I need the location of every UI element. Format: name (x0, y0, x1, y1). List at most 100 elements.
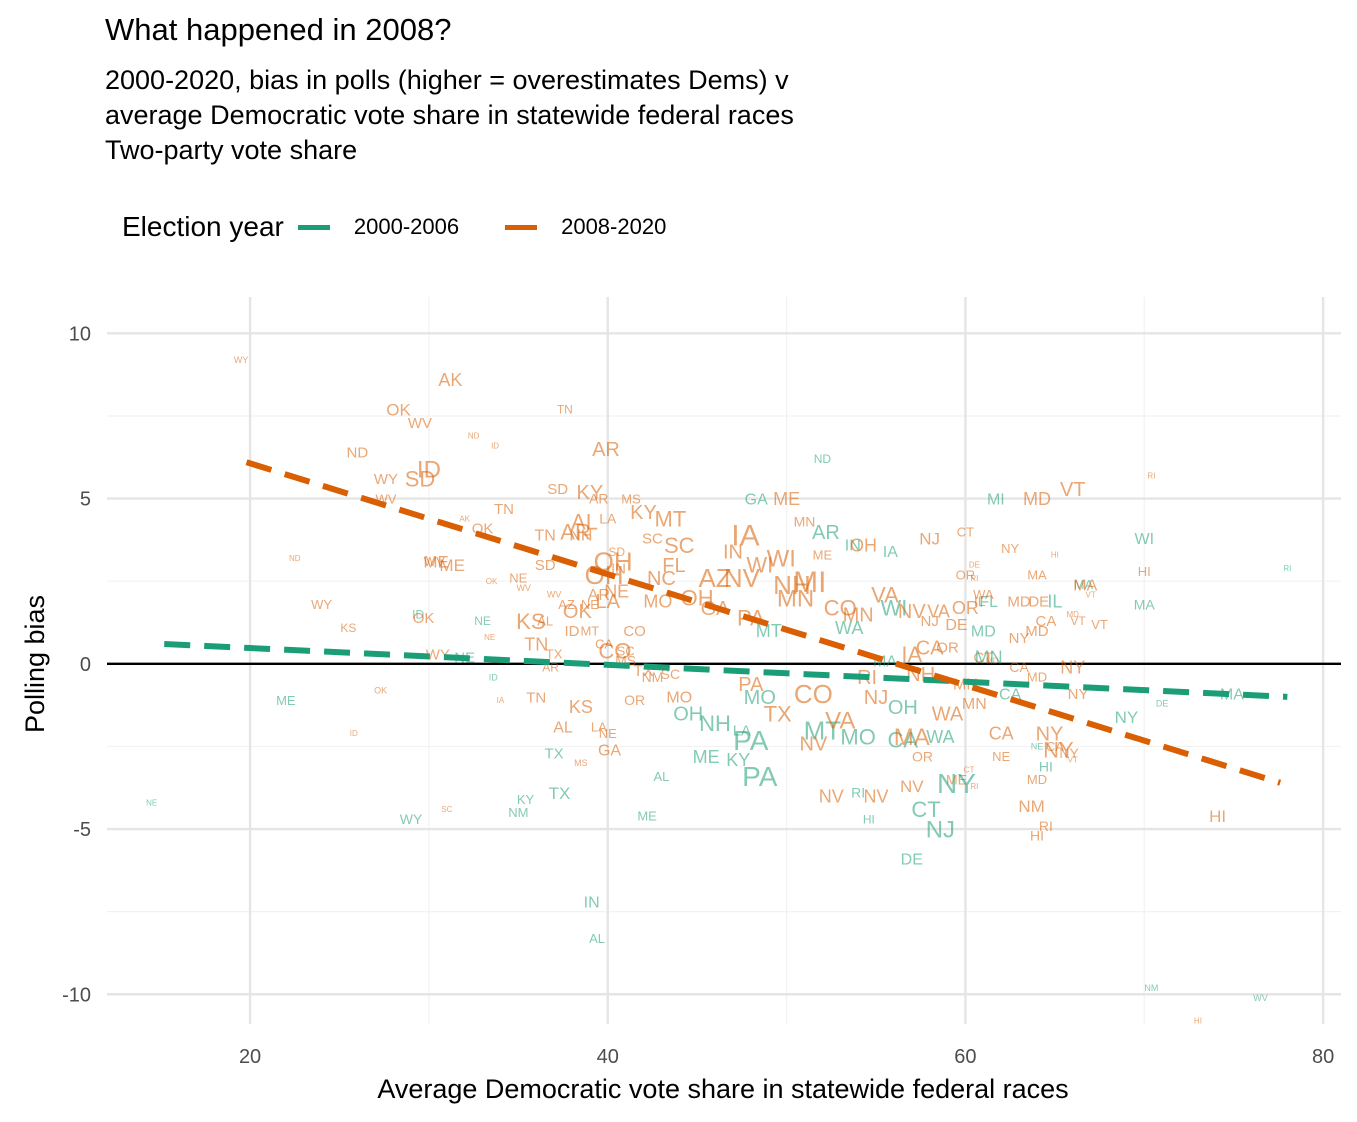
state-point-label: OK (413, 610, 435, 627)
state-point-label: KY (517, 792, 535, 807)
state-point-label: MS (621, 491, 641, 506)
state-point-label: MT (654, 506, 686, 531)
state-point-label: SD (547, 481, 568, 498)
state-point-label: IL (974, 593, 986, 609)
state-point-label: DE (1028, 593, 1049, 610)
x-tick-label: 40 (597, 1046, 619, 1068)
state-point-label: AL (553, 719, 573, 736)
state-point-label: CA (916, 637, 944, 659)
state-point-label: TN (494, 501, 514, 518)
state-point-label: WA (926, 727, 954, 747)
y-tick-label: -5 (73, 819, 91, 841)
state-point-label: ID (350, 729, 358, 738)
x-tick-label: 20 (239, 1046, 261, 1068)
state-point-label: TN (557, 403, 573, 417)
state-point-label: LA (733, 722, 751, 739)
state-point-label: CT (973, 650, 993, 667)
state-point-label: HI (1194, 1017, 1202, 1026)
state-point-label: KY (577, 482, 604, 504)
state-point-label: ID (491, 442, 499, 451)
state-point-label: MA (1027, 567, 1047, 582)
state-point-label: CO (623, 623, 646, 640)
state-point-label: NY (1036, 723, 1064, 745)
state-point-label: KS (516, 609, 545, 634)
state-point-label: VA (825, 708, 855, 735)
state-point-label: ID (412, 608, 424, 622)
state-point-label: GA (745, 491, 768, 508)
state-point-label: NE (509, 571, 527, 586)
state-point-label: MA (1134, 596, 1156, 612)
state-point-label: PA (733, 725, 769, 756)
state-point-label: NY (1043, 738, 1074, 763)
state-point-label: MD (986, 656, 999, 665)
state-point-label: MA (1220, 686, 1244, 703)
trend-line (164, 640, 1288, 700)
state-point-label: ND (347, 445, 369, 462)
state-point-label: ID (564, 623, 579, 640)
state-point-label: WV (1253, 993, 1268, 1003)
state-point-label: MD (1027, 670, 1047, 685)
state-point-label: NE (474, 614, 491, 628)
state-point-label: HI (1051, 551, 1059, 560)
state-point-label: ME (439, 556, 465, 575)
state-point-label: HI (1209, 807, 1226, 826)
state-point-label: AL (571, 510, 598, 535)
state-point-label: NH (569, 528, 592, 545)
state-point-label: WY (311, 597, 332, 612)
state-point-label: CA (1009, 659, 1029, 675)
state-point-label: LA (596, 591, 621, 613)
state-point-label: DE (1156, 699, 1169, 709)
state-point-label: IA (901, 642, 922, 667)
state-point-label: MN (794, 514, 816, 530)
state-point-label: CA (989, 724, 1014, 744)
state-point-label: IA (731, 520, 759, 553)
x-tick-label: 60 (954, 1046, 976, 1068)
state-point-label: ME (813, 547, 833, 562)
state-point-label: ME (946, 772, 967, 788)
state-point-label: AR (812, 522, 840, 544)
x-axis-title: Average Democratic vote share in statewi… (377, 1074, 1068, 1104)
state-point-label: WI (880, 596, 907, 621)
state-point-label: NE (604, 582, 629, 602)
state-point-label: WI (1135, 531, 1155, 548)
state-point-label: MD (1067, 610, 1080, 619)
y-axis-ticks: 10 5 0 -5 -10 (62, 323, 91, 1006)
state-point-label: DE (945, 617, 967, 634)
state-point-label: MN (777, 585, 814, 612)
state-point-label: ME (276, 693, 296, 708)
state-point-label: WY (234, 355, 249, 365)
state-point-label: WY (400, 811, 423, 827)
legend: Election year 2000-2006 2008-2020 (122, 207, 712, 247)
state-point-label: LA (591, 719, 607, 734)
state-point-label: ND (289, 554, 301, 563)
state-point-label: NY (1001, 541, 1019, 556)
state-point-label: OH (888, 697, 918, 719)
data-points: NEMEWYIDNENEIDNMKYTXTXINALMEALOHNHMELAKY… (146, 355, 1291, 1026)
state-point-label: PA (742, 761, 778, 792)
state-point-label: CT (911, 797, 940, 822)
state-point-label: RI (1283, 564, 1291, 573)
state-point-label: TX (549, 784, 571, 803)
state-point-label: AL (589, 931, 605, 946)
state-point-label: RI (970, 574, 978, 583)
state-point-label: NY (937, 768, 976, 799)
state-point-label: TN (524, 634, 548, 654)
state-point-label: VA (927, 601, 950, 621)
state-point-label: IA (883, 544, 898, 561)
state-point-label: AR (589, 491, 608, 507)
state-point-label: ME (423, 552, 449, 571)
state-point-label: HI (1138, 564, 1151, 579)
state-point-label: KY (726, 750, 750, 770)
state-point-label: IN (845, 538, 861, 555)
state-point-label: SC (642, 531, 663, 548)
state-point-label: SD (535, 557, 556, 574)
state-point-label: RI (1039, 818, 1053, 834)
state-point-label: MD (1023, 489, 1051, 509)
state-point-label: VA (871, 582, 899, 607)
state-point-label: IL (1047, 591, 1062, 611)
state-point-label: MD (971, 624, 996, 641)
state-point-label: OR (956, 567, 976, 582)
state-point-label: MA (1074, 577, 1094, 592)
y-tick-label: 10 (69, 323, 91, 345)
